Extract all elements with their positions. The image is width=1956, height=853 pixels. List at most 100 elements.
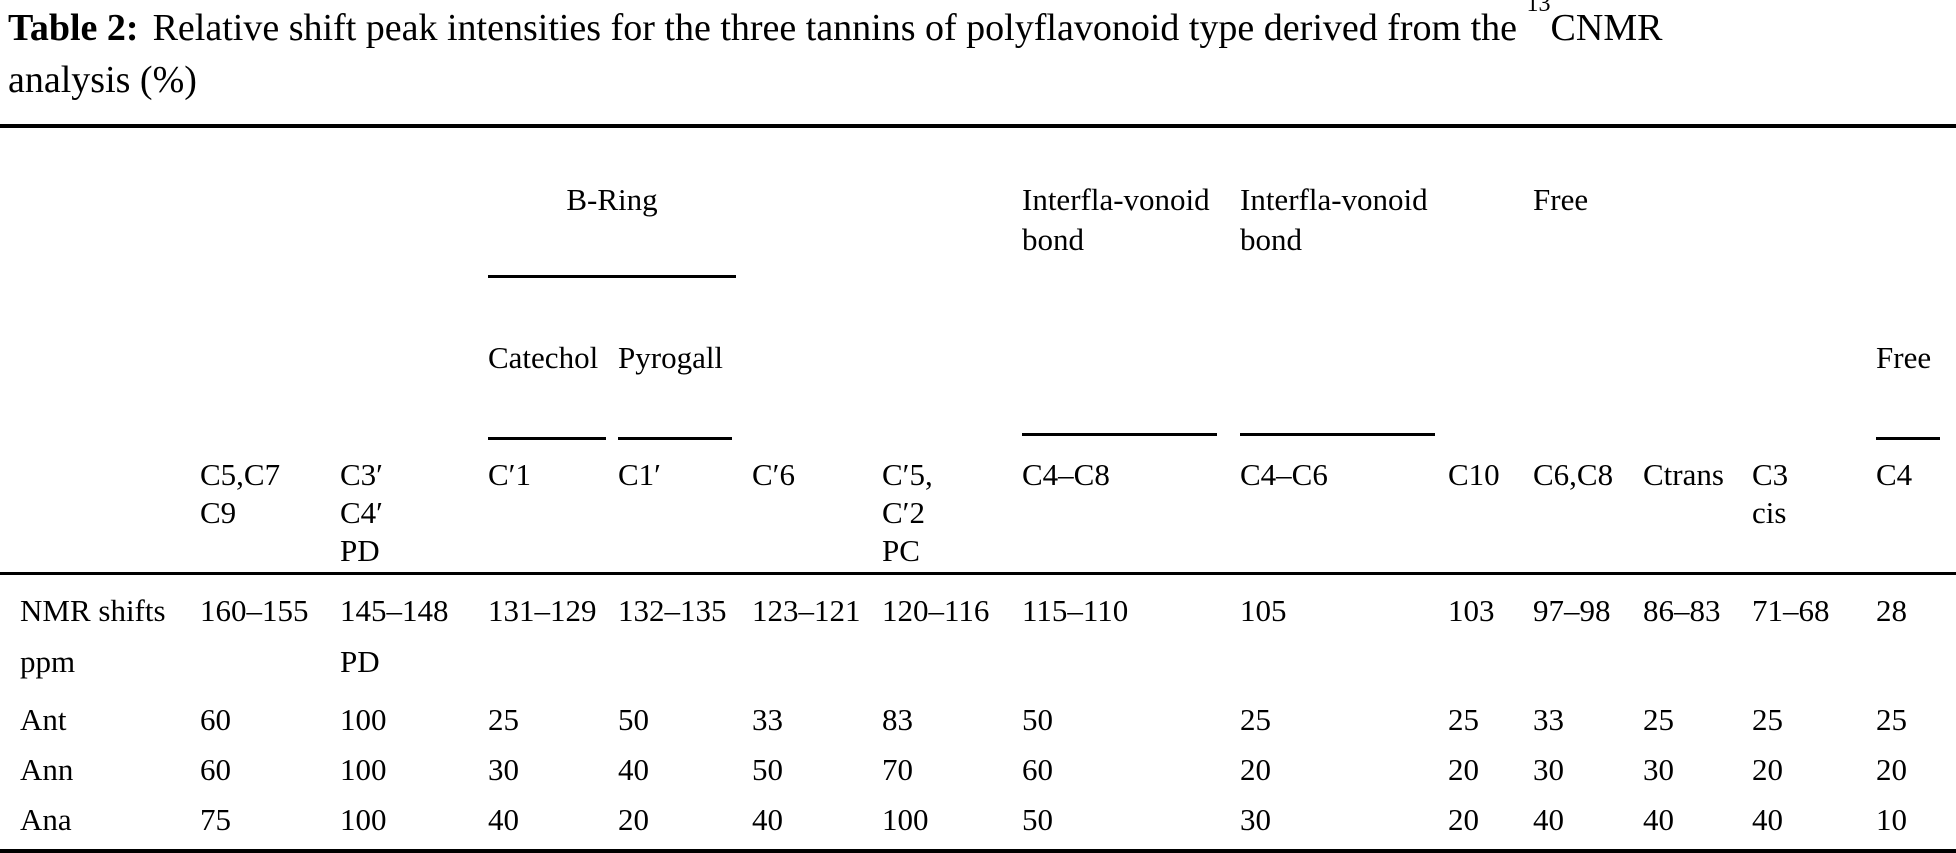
cell: 33 xyxy=(752,702,783,737)
table-row-nmr-shifts: NMR shifts ppm 160–155 145–148 PD 131–12… xyxy=(0,574,1956,688)
cell: 100 xyxy=(340,702,387,737)
group-header-catechol: Catechol xyxy=(488,296,618,454)
spacer-cell xyxy=(882,296,1022,454)
row-label: Ann xyxy=(20,752,74,787)
free-underline xyxy=(1876,437,1940,440)
spacer-cell xyxy=(1643,126,1752,296)
cell: 60 xyxy=(200,702,231,737)
cell: 25 xyxy=(1876,702,1907,737)
spacer-cell xyxy=(0,126,488,296)
col-header-cp6: C′6 xyxy=(752,454,882,575)
cell: 40 xyxy=(1533,787,1643,853)
cell: 100 xyxy=(882,787,1022,853)
cell: 97–98 xyxy=(1533,593,1611,628)
cell: 25 xyxy=(1448,702,1479,737)
catechol-underline xyxy=(488,437,606,440)
cell: 10 xyxy=(1876,787,1956,853)
row-label: NMR shifts ppm xyxy=(20,593,166,679)
col-header-c4-c6: C4–C6 xyxy=(1240,454,1448,575)
nmr-intensity-table: B-Ring Interfla-vonoid bond Interfla-von… xyxy=(0,124,1956,853)
row-label: Ant xyxy=(20,702,67,737)
cell: 75 xyxy=(200,787,340,853)
group-header-row-2: Catechol Pyrogall Free xyxy=(0,296,1956,454)
spacer-cell xyxy=(1448,126,1533,296)
cell: 103 xyxy=(1448,593,1495,628)
column-header-row: C5,C7 C9 C3′ C4′ PD C′1 C1′ C′6 C′5, C′2… xyxy=(0,454,1956,575)
pyrogall-underline xyxy=(618,437,732,440)
col-header-c6c8: C6,C8 xyxy=(1533,454,1643,575)
cell: 132–135 xyxy=(618,593,727,628)
cell: 50 xyxy=(618,702,649,737)
spacer-cell xyxy=(1752,126,1876,296)
caption-line-2: analysis (%) xyxy=(8,59,197,101)
spacer-cell xyxy=(1533,296,1643,454)
isotope-superscript: 13 xyxy=(1526,0,1551,18)
col-header-c4: C4 xyxy=(1876,454,1956,575)
cell: 20 xyxy=(1240,752,1271,787)
group-header-b-ring: B-Ring xyxy=(488,126,752,296)
interflavonoid-bond-2-underline xyxy=(1240,433,1435,436)
cell: 50 xyxy=(1022,702,1053,737)
spacer-cell xyxy=(1752,296,1876,454)
cell: 83 xyxy=(882,702,913,737)
cell: 20 xyxy=(618,787,752,853)
col-header-c3p-c4p-pd: C3′ C4′ PD xyxy=(340,454,488,575)
cell: 50 xyxy=(752,752,783,787)
spacer-cell xyxy=(1876,126,1956,296)
table-caption: Table 2: Relative shift peak intensities … xyxy=(0,0,1956,106)
cell: 131–129 xyxy=(488,593,597,628)
spacer-cell xyxy=(752,126,882,296)
cell: 33 xyxy=(1533,702,1564,737)
col-header-ctrans: Ctrans xyxy=(1643,454,1752,575)
col-header-c4-c8: C4–C8 xyxy=(1022,454,1240,575)
cell: 20 xyxy=(1448,752,1479,787)
cell: 30 xyxy=(1533,752,1564,787)
group-header-pyrogall: Pyrogall xyxy=(618,296,752,454)
cell: 30 xyxy=(1240,787,1448,853)
spacer-cell xyxy=(752,296,882,454)
cell: 120–116 xyxy=(882,593,990,628)
cell: 40 xyxy=(1752,787,1876,853)
caption-text-end: CNMR xyxy=(1550,7,1663,49)
cell: 25 xyxy=(1240,702,1271,737)
cell: 20 xyxy=(1448,787,1533,853)
col-header-cp5-cp2-pc: C′5, C′2 PC xyxy=(882,454,1022,575)
cell: 71–68 xyxy=(1752,593,1830,628)
col-header-cp1: C′1 xyxy=(488,454,618,575)
spacer-cell xyxy=(882,126,1022,296)
table-row-ant: Ant 60 100 25 50 33 83 50 25 25 33 25 25… xyxy=(0,687,1956,737)
b-ring-underline xyxy=(488,275,736,278)
cell: 40 xyxy=(1643,787,1752,853)
interflavonoid-bond-1-underline xyxy=(1022,433,1217,436)
cell: 40 xyxy=(752,787,882,853)
group-header-free-1: Free xyxy=(1533,182,1589,217)
caption-line-1: Table 2: Relative shift peak intensities … xyxy=(8,0,1956,54)
cell: 20 xyxy=(1752,752,1783,787)
cell: 40 xyxy=(488,787,618,853)
cell: 50 xyxy=(1022,787,1240,853)
cell: 25 xyxy=(488,702,519,737)
cell: 100 xyxy=(340,752,387,787)
cell: 160–155 xyxy=(200,593,309,628)
spacer-cell xyxy=(0,454,200,575)
cell: 86–83 xyxy=(1643,593,1721,628)
cell: 60 xyxy=(1022,752,1053,787)
cell: 123–121 xyxy=(752,593,861,628)
cell: 105 xyxy=(1240,593,1287,628)
row-label: Ana xyxy=(0,787,200,853)
cell: 20 xyxy=(1876,752,1907,787)
cell: 115–110 xyxy=(1022,593,1129,628)
col-header-c3cis: C3 cis xyxy=(1752,454,1876,575)
spacer-cell xyxy=(1643,296,1752,454)
cell: 40 xyxy=(618,752,649,787)
cell: 28 xyxy=(1876,593,1907,628)
group-header-free-2: Free xyxy=(1876,296,1956,454)
col-header-c10: C10 xyxy=(1448,454,1533,575)
spacer-cell xyxy=(0,296,488,454)
cell: 70 xyxy=(882,752,913,787)
group-header-interflavonoid-bond-1: Interfla-vonoid bond xyxy=(1022,126,1240,454)
col-header-c5c7c9: C5,C7 C9 xyxy=(200,454,340,575)
cell: 30 xyxy=(488,752,519,787)
col-header-c1p: C1′ xyxy=(618,454,752,575)
cell: 25 xyxy=(1643,702,1674,737)
